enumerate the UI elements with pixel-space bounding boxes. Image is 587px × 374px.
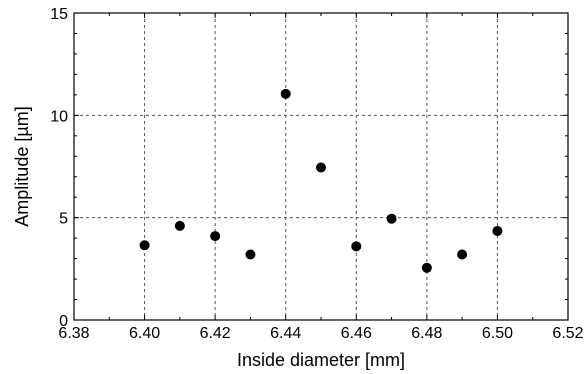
- y-tick-label: 5: [59, 211, 68, 228]
- data-point: [280, 88, 291, 99]
- y-tick-labels: 0 5 10 15: [50, 6, 68, 330]
- x-tick-label: 6.48: [411, 325, 442, 342]
- data-point: [351, 241, 362, 252]
- y-tick-label: 0: [59, 313, 68, 330]
- data-point: [421, 262, 432, 273]
- data-point: [492, 225, 503, 236]
- data-point: [139, 240, 150, 251]
- x-tick-label: 6.42: [200, 325, 231, 342]
- data-point: [174, 220, 185, 231]
- data-point: [245, 249, 256, 260]
- data-points: [139, 88, 503, 273]
- data-point: [210, 231, 221, 242]
- grid-lines: [74, 13, 568, 320]
- data-point: [386, 213, 397, 224]
- x-tick-label: 6.38: [58, 325, 89, 342]
- data-point: [316, 162, 326, 173]
- x-axis-label: Inside diameter [mm]: [237, 350, 405, 370]
- x-tick-label: 6.40: [129, 325, 160, 342]
- y-tick-label: 10: [50, 108, 68, 125]
- x-tick-label: 6.52: [552, 325, 583, 342]
- x-tick-label: 6.46: [341, 325, 372, 342]
- x-tick-label: 6.50: [482, 325, 513, 342]
- y-axis-label: Amplitude [µm]: [12, 106, 32, 226]
- y-tick-label: 15: [50, 6, 68, 23]
- x-tick-labels: 6.38 6.40 6.42 6.44 6.46 6.48 6.50 6.52: [58, 325, 583, 342]
- x-tick-label: 6.44: [270, 325, 301, 342]
- axis-ticks: [73, 12, 569, 321]
- data-point: [457, 249, 468, 260]
